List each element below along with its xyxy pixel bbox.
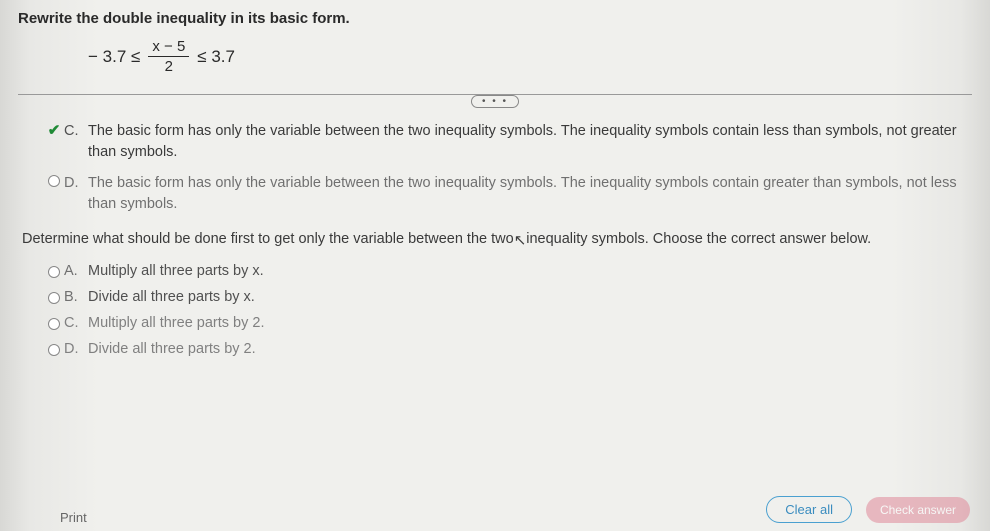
option2-a-row[interactable]: A. Multiply all three parts by x. <box>44 263 972 279</box>
footer-bar: Clear all Check answer <box>0 496 990 523</box>
option-d-letter: D. <box>64 173 88 194</box>
eq-right: ≤ 3.7 <box>197 47 235 67</box>
radio-icon <box>48 318 60 330</box>
option2-c-letter: C. <box>64 315 88 331</box>
question-panel: Rewrite the double inequality in its bas… <box>0 0 990 357</box>
radio-icon <box>48 266 60 278</box>
option2-d-text: Divide all three parts by 2. <box>88 341 972 357</box>
eq-left: − 3.7 ≤ <box>88 47 140 67</box>
option-c-marker: ✔ <box>44 121 64 138</box>
more-button[interactable]: • • • <box>471 95 519 108</box>
eq-denominator: 2 <box>165 57 173 74</box>
option2-c-text: Multiply all three parts by 2. <box>88 315 972 331</box>
radio-icon <box>48 344 60 356</box>
subprompt-pre: Determine what should be done first to g… <box>22 231 514 247</box>
option-c-letter: C. <box>64 121 88 142</box>
option-c-text: The basic form has only the variable bet… <box>88 121 972 163</box>
option-c-row[interactable]: ✔ C. The basic form has only the variabl… <box>44 121 972 163</box>
option2-a-letter: A. <box>64 263 88 279</box>
option-d-text: The basic form has only the variable bet… <box>88 173 972 215</box>
option-d-marker <box>44 173 64 187</box>
option2-b-letter: B. <box>64 289 88 305</box>
option2-a-text: Multiply all three parts by x. <box>88 263 972 279</box>
subprompt: Determine what should be done first to g… <box>22 229 972 247</box>
option2-d-letter: D. <box>64 341 88 357</box>
cursor-icon: ↖ <box>514 231 527 249</box>
check-icon: ✔ <box>48 123 61 138</box>
option2-c-row[interactable]: C. Multiply all three parts by 2. <box>44 315 972 331</box>
instruction-text: Rewrite the double inequality in its bas… <box>18 10 972 27</box>
option2-b-row[interactable]: B. Divide all three parts by x. <box>44 289 972 305</box>
check-answer-button[interactable]: Check answer <box>866 497 970 523</box>
eq-fraction: x − 5 2 <box>148 39 189 74</box>
radio-icon <box>48 292 60 304</box>
radio-icon <box>48 175 60 187</box>
eq-numerator: x − 5 <box>148 39 189 57</box>
option2-b-text: Divide all three parts by x. <box>88 289 972 305</box>
clear-all-button[interactable]: Clear all <box>766 496 852 523</box>
option2-d-row[interactable]: D. Divide all three parts by 2. <box>44 341 972 357</box>
subprompt-post: inequality symbols. Choose the correct a… <box>526 231 871 247</box>
inequality-expression: − 3.7 ≤ x − 5 2 ≤ 3.7 <box>88 39 972 74</box>
option-d-row[interactable]: D. The basic form has only the variable … <box>44 173 972 215</box>
